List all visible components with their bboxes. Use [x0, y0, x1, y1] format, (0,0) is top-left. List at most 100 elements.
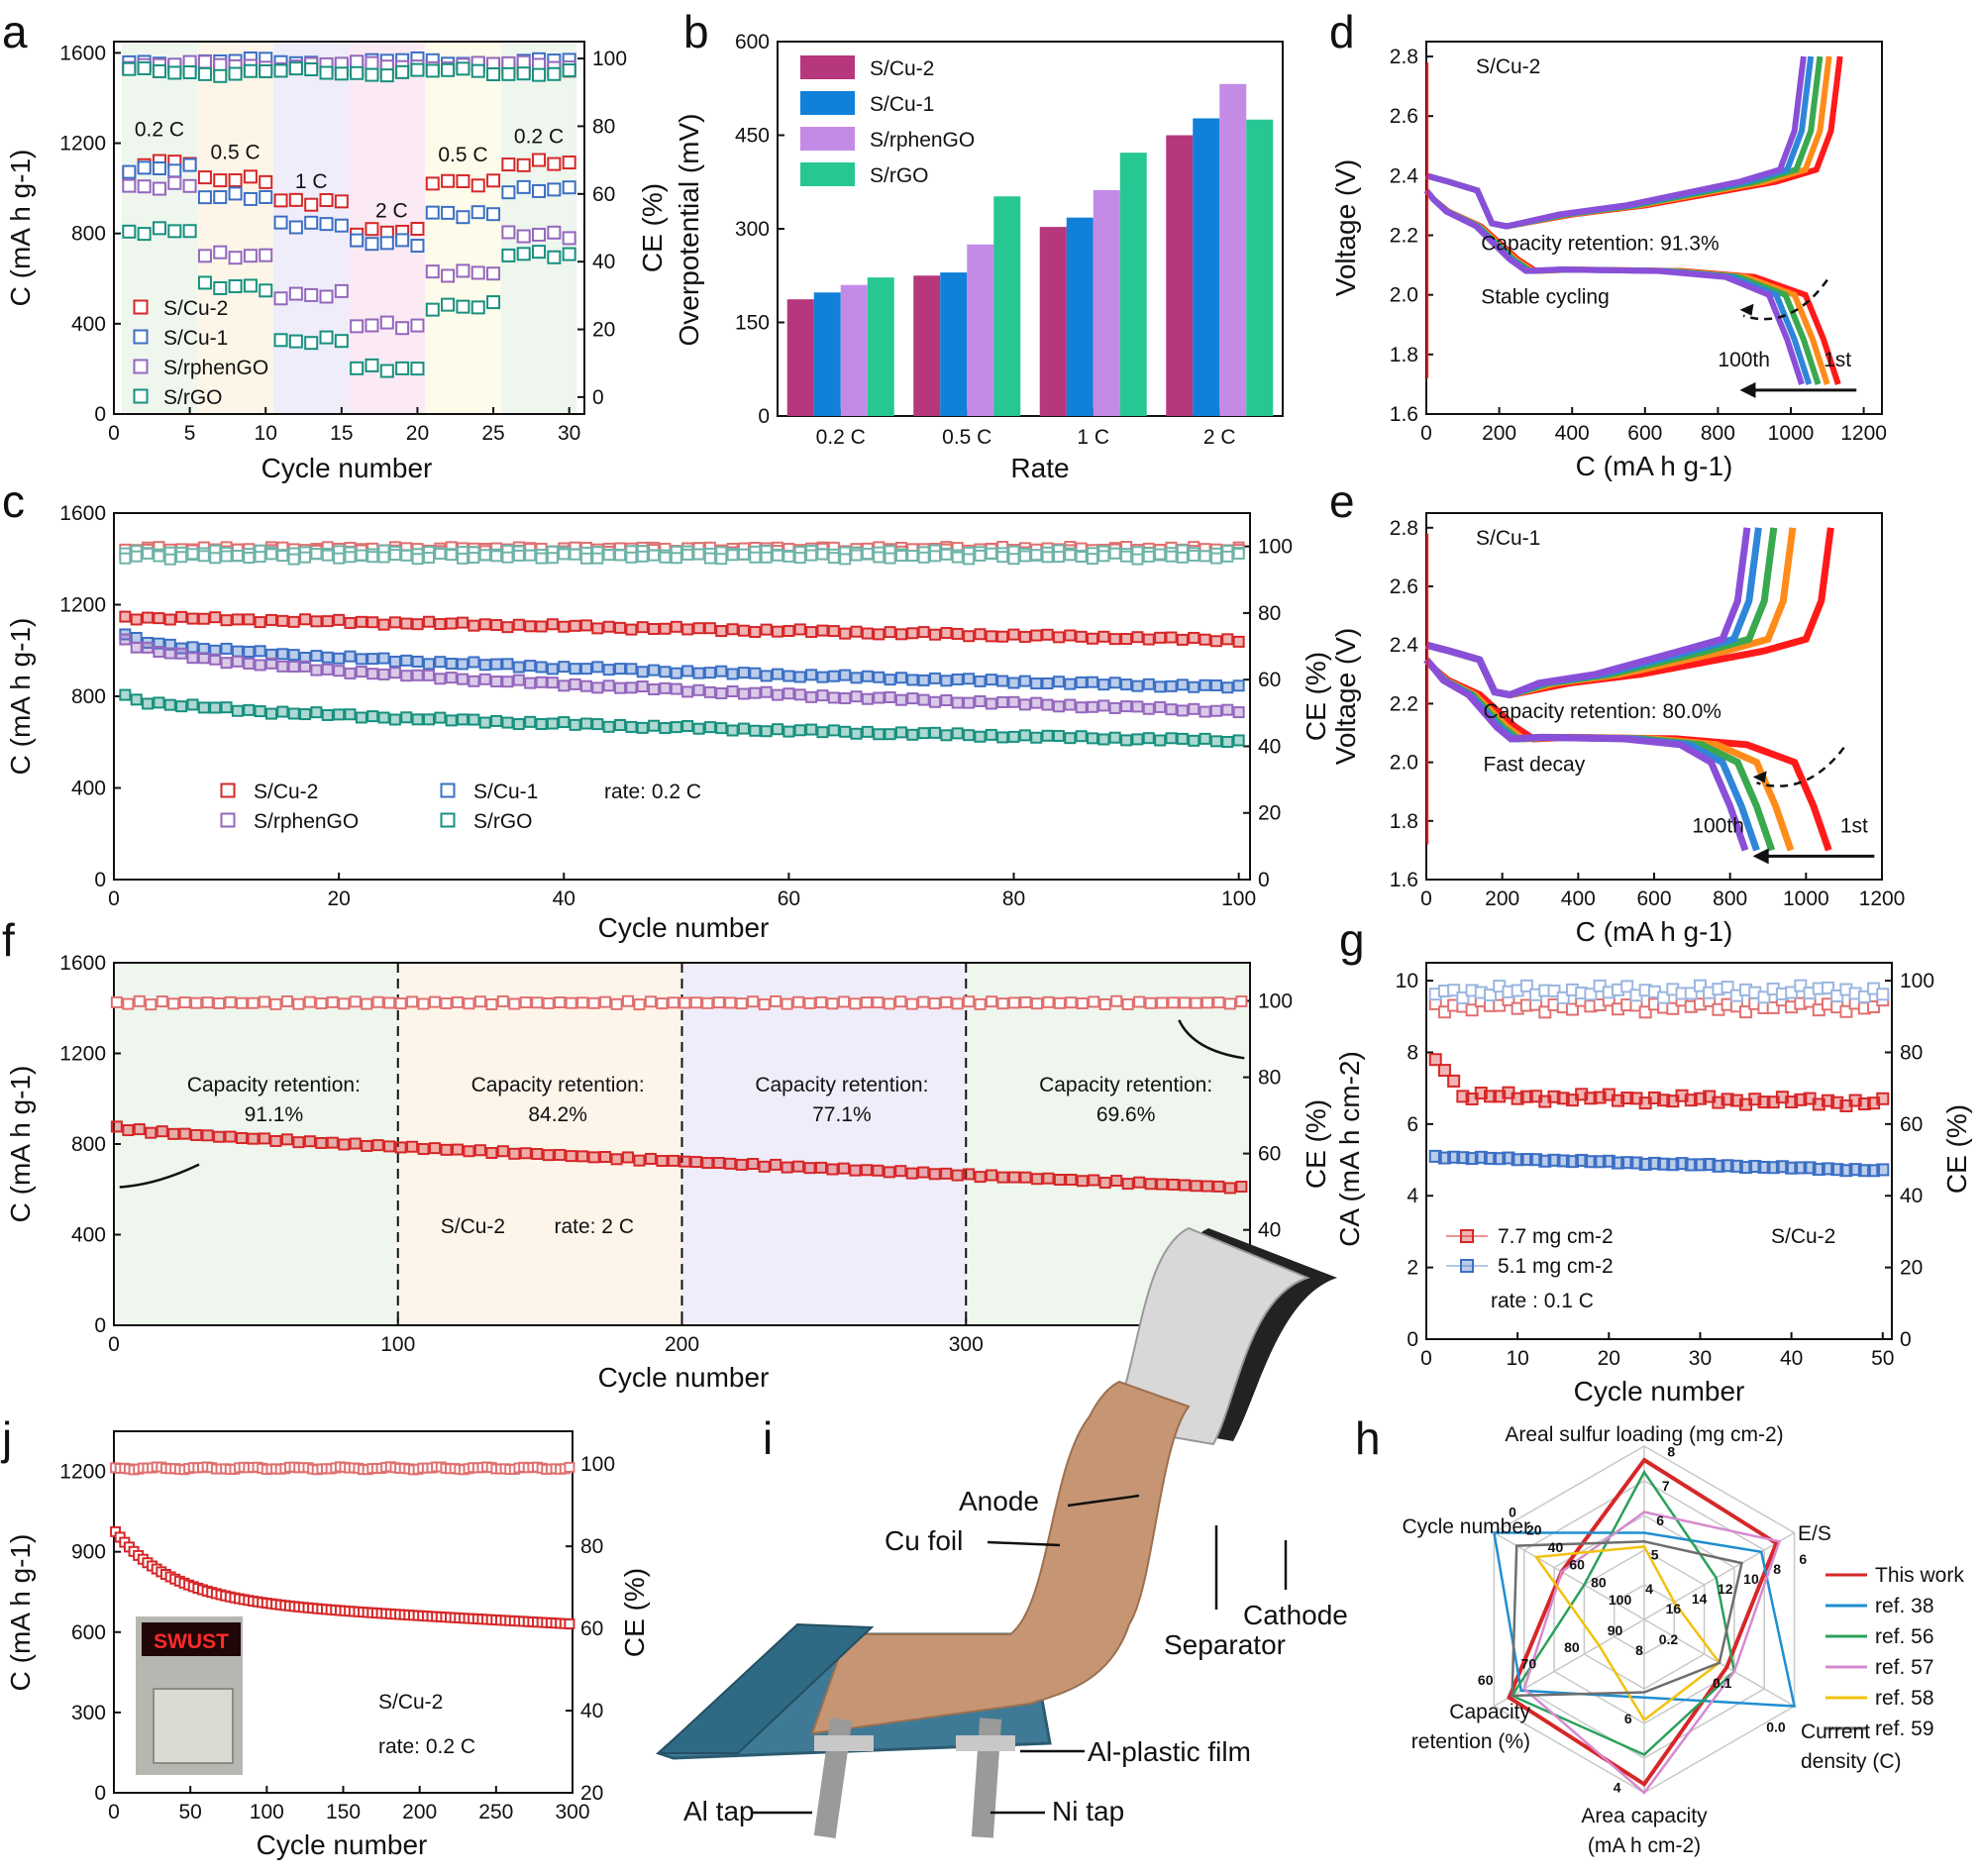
x-tick-label: 0 — [108, 422, 120, 445]
capacity-point — [470, 178, 485, 193]
ce-point — [805, 549, 818, 562]
capacity-point — [310, 615, 323, 628]
capacity-point — [303, 1135, 316, 1148]
capacity-point — [1547, 1153, 1561, 1167]
dashed-arrow — [1742, 278, 1828, 321]
ce-point — [434, 548, 447, 561]
capacity-point — [209, 611, 222, 624]
capacity-point — [516, 247, 531, 261]
capacity-point — [703, 622, 716, 635]
sample-label: S/Cu-1 — [1476, 527, 1540, 550]
legend-label: S/Cu-1 — [870, 93, 934, 116]
capacity-point — [614, 621, 627, 634]
capacity-point — [365, 318, 379, 333]
capacity-point — [512, 674, 525, 686]
capacity-point — [591, 622, 604, 635]
capacity-point — [228, 251, 243, 265]
capacity-point — [175, 610, 188, 623]
capacity-point — [636, 680, 649, 693]
capacity-point — [388, 713, 401, 726]
plot-frame — [1425, 41, 1883, 415]
ce-point — [1142, 550, 1155, 563]
ce-point — [303, 995, 316, 1008]
capacity-point — [276, 705, 289, 718]
capacity-point — [1076, 1175, 1089, 1188]
ce-point — [429, 995, 442, 1008]
y2-tick-label: 20 — [592, 319, 615, 342]
capacity-point — [231, 613, 244, 626]
ce-point — [516, 54, 531, 69]
capacity-point — [747, 1157, 760, 1170]
legend-label: S/Cu-1 — [163, 327, 228, 350]
ce-point — [1484, 989, 1498, 1002]
capacity-point — [486, 173, 501, 188]
capacity-point — [1212, 1180, 1225, 1193]
capacity-point — [213, 280, 228, 295]
capacity-point — [793, 623, 806, 636]
radar-tick: 8 — [1667, 1444, 1675, 1460]
ce-point — [1144, 996, 1157, 1009]
capacity-point — [1097, 733, 1110, 746]
capacity-point — [501, 185, 516, 200]
capacity-point — [1154, 734, 1167, 747]
legend-label: S/Cu-2 — [870, 57, 934, 80]
capacity-point — [1142, 702, 1155, 715]
capacity-point — [425, 264, 440, 279]
ce-point — [636, 550, 649, 563]
ce-point — [1235, 994, 1248, 1007]
capacity-point — [1519, 1153, 1533, 1167]
capacity-point — [1133, 1176, 1146, 1189]
capacity-point — [692, 722, 705, 735]
ce-point — [410, 62, 425, 77]
ce-point — [273, 63, 288, 78]
sample-label: S/Cu-2 — [441, 1215, 505, 1238]
capacity-point — [562, 156, 576, 170]
capacity-point — [182, 224, 197, 239]
capacity-point — [1857, 1096, 1871, 1110]
ce-point — [656, 997, 669, 1010]
x-tick-label: 60 — [778, 887, 800, 910]
capacity-point — [1511, 1153, 1524, 1167]
capacity-point — [478, 659, 491, 672]
capacity-point — [558, 661, 571, 674]
ce-point — [361, 997, 373, 1010]
capacity-point — [1748, 1160, 1762, 1174]
ce-point — [326, 995, 339, 1008]
ce-point — [1065, 996, 1078, 1009]
capacity-point — [457, 673, 469, 685]
led-board — [142, 1622, 241, 1656]
capacity-point — [547, 156, 562, 171]
capacity-point — [379, 315, 394, 330]
capacity-point — [501, 621, 514, 634]
y-tick-label: 6 — [1407, 1113, 1418, 1136]
ce-point — [508, 997, 521, 1010]
capacity-point — [569, 677, 581, 690]
capacity-point — [287, 649, 300, 662]
capacity-point — [894, 726, 907, 739]
ce-point — [1657, 990, 1671, 1004]
capacity-point — [1812, 1097, 1825, 1111]
ce-point — [963, 995, 976, 1008]
radar-tick: 60 — [1478, 1672, 1494, 1688]
y2-tick-label: 40 — [1900, 1185, 1923, 1207]
capacity-point — [516, 179, 531, 194]
capacity-point — [400, 670, 413, 682]
ce-point — [1098, 997, 1111, 1010]
capacity-point — [793, 724, 806, 737]
capacity-point — [259, 283, 273, 298]
y-tick-label: 300 — [735, 218, 770, 241]
radar-spoke — [1494, 1618, 1645, 1708]
capacity-point — [1190, 1180, 1202, 1193]
panel-i-pouch-schematic: Anode Cu foil Cathode Separator Al-plast… — [656, 1226, 1348, 1838]
capacity-point — [703, 721, 716, 734]
capacity-point — [1447, 1074, 1461, 1088]
panel-letter-b: b — [683, 6, 709, 57]
capacity-point — [167, 175, 182, 190]
capacity-point — [152, 160, 166, 175]
capacity-point — [1018, 698, 1031, 711]
ce-point — [689, 996, 702, 1009]
ce-point — [996, 997, 1009, 1010]
label-al-tap: Al tap — [683, 1796, 755, 1826]
bar — [1093, 189, 1120, 416]
ce-point — [441, 62, 456, 77]
